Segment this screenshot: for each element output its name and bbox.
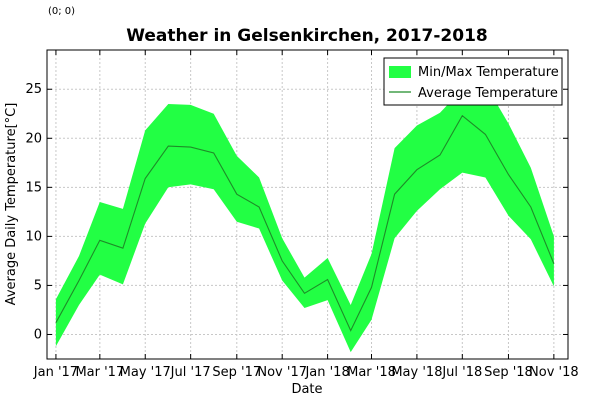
legend-label-line: Average Temperature (418, 86, 558, 101)
line-layer (55, 114, 555, 332)
band-layer (55, 84, 554, 353)
plot-frame (46, 49, 569, 360)
x-tick-label: Sep '17 (212, 365, 261, 380)
y-tick-label: 15 (25, 180, 42, 195)
x-tick-label: May '18 (391, 365, 442, 380)
x-tick-label: Jul '17 (170, 365, 211, 380)
x-tick-label: Jan '17 (33, 365, 78, 380)
y-tick-label: 5 (34, 278, 42, 293)
x-tick-label: Jan '18 (304, 365, 349, 380)
y-tick-label: 10 (25, 229, 42, 244)
y-tick-label: 0 (34, 327, 42, 342)
legend[interactable]: Min/Max Temperature Average Temperature (383, 57, 563, 106)
x-axis-label: Date (291, 382, 322, 397)
x-tick-label: Mar '17 (75, 365, 124, 380)
y-tick-label: 25 (25, 82, 42, 97)
min-max-band[interactable] (55, 84, 554, 353)
x-tick-label: Jul '18 (441, 365, 482, 380)
y-axis: 0 5 10 15 20 25 (25, 82, 568, 342)
legend-label-band: Min/Max Temperature (418, 65, 559, 80)
y-tick-label: 20 (25, 131, 42, 146)
x-tick-label: Nov '18 (529, 365, 579, 380)
average-temperature-line[interactable] (55, 114, 555, 332)
x-tick-label: Mar '18 (347, 365, 396, 380)
x-tick-label: Sep '18 (484, 365, 533, 380)
x-tick-label: Nov '17 (257, 365, 307, 380)
legend-swatch-band (389, 66, 411, 78)
legend-box (383, 57, 563, 106)
x-tick-label: May '17 (120, 365, 171, 380)
y-axis-label: Average Daily Temperature[°C] (4, 103, 19, 306)
chart-title: Weather in Gelsenkirchen, 2017-2018 (126, 26, 488, 46)
coordinate-readout: (0; 0) (48, 6, 76, 17)
